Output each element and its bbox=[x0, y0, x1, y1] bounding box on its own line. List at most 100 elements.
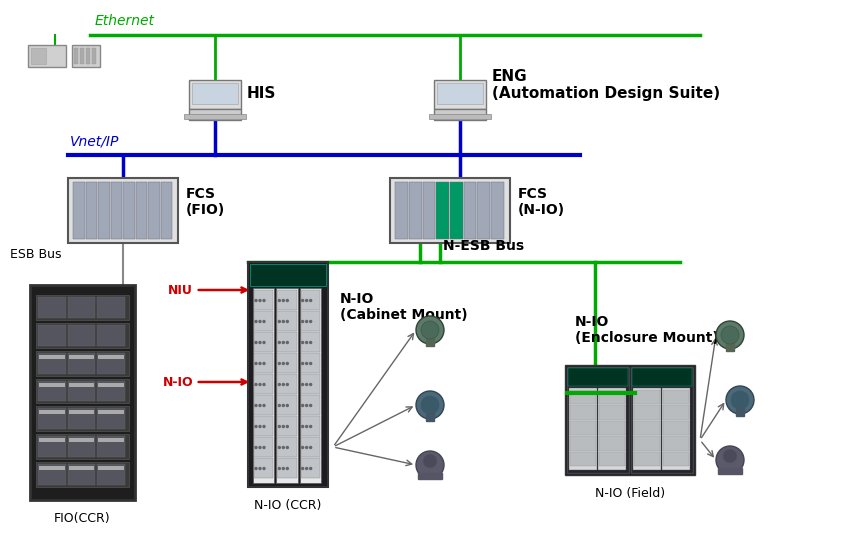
Circle shape bbox=[302, 404, 304, 407]
Bar bbox=[254, 311, 273, 331]
Bar bbox=[301, 290, 320, 310]
Circle shape bbox=[305, 342, 308, 343]
Bar bbox=[67, 297, 95, 318]
Bar bbox=[436, 182, 449, 239]
Bar bbox=[148, 182, 160, 239]
Bar bbox=[278, 395, 297, 415]
Bar bbox=[68, 178, 178, 243]
Circle shape bbox=[416, 451, 444, 479]
Bar bbox=[662, 388, 690, 470]
Circle shape bbox=[255, 446, 257, 449]
Bar bbox=[189, 109, 241, 120]
Bar bbox=[135, 182, 147, 239]
Bar bbox=[567, 367, 629, 473]
Circle shape bbox=[423, 454, 437, 468]
Bar bbox=[301, 332, 320, 352]
Circle shape bbox=[302, 446, 304, 449]
Circle shape bbox=[305, 300, 308, 301]
Bar bbox=[39, 383, 65, 386]
Circle shape bbox=[263, 468, 265, 469]
Circle shape bbox=[716, 321, 744, 349]
Bar bbox=[30, 285, 135, 500]
Bar bbox=[36, 379, 129, 403]
Bar bbox=[36, 323, 129, 348]
Circle shape bbox=[286, 320, 288, 323]
Bar bbox=[36, 462, 129, 487]
Bar bbox=[565, 365, 695, 475]
Bar bbox=[278, 458, 297, 478]
Bar bbox=[301, 437, 320, 457]
Bar bbox=[67, 380, 95, 402]
Circle shape bbox=[259, 404, 261, 407]
Bar bbox=[278, 290, 297, 310]
Bar bbox=[301, 353, 320, 373]
Bar bbox=[92, 48, 96, 64]
Circle shape bbox=[263, 362, 265, 365]
Bar bbox=[254, 332, 273, 352]
Circle shape bbox=[421, 396, 439, 414]
Circle shape bbox=[278, 320, 280, 323]
Bar bbox=[570, 421, 596, 435]
Bar bbox=[426, 338, 434, 346]
Bar bbox=[254, 416, 273, 436]
Bar bbox=[254, 458, 273, 478]
Bar bbox=[69, 410, 94, 414]
Bar bbox=[568, 368, 628, 386]
Bar bbox=[663, 436, 689, 451]
Bar bbox=[72, 45, 100, 67]
Bar bbox=[254, 353, 273, 373]
Bar bbox=[599, 436, 625, 451]
Bar bbox=[80, 48, 84, 64]
Circle shape bbox=[302, 362, 304, 365]
Bar bbox=[254, 374, 273, 394]
Bar bbox=[599, 405, 625, 420]
Circle shape bbox=[716, 446, 744, 474]
Bar bbox=[98, 353, 125, 373]
Circle shape bbox=[305, 404, 308, 407]
Circle shape bbox=[283, 384, 284, 385]
Circle shape bbox=[255, 384, 257, 385]
Bar bbox=[39, 410, 65, 414]
Bar bbox=[301, 374, 320, 394]
Circle shape bbox=[259, 446, 261, 449]
Circle shape bbox=[278, 468, 280, 469]
Text: Ethernet: Ethernet bbox=[95, 14, 155, 28]
Bar bbox=[98, 408, 125, 429]
Bar bbox=[39, 438, 65, 443]
Circle shape bbox=[309, 320, 312, 323]
Bar bbox=[478, 182, 490, 239]
Bar bbox=[39, 466, 65, 470]
Circle shape bbox=[305, 426, 308, 427]
Bar bbox=[718, 468, 742, 474]
Bar bbox=[69, 466, 94, 470]
Bar bbox=[418, 473, 442, 479]
Bar bbox=[570, 390, 596, 404]
Bar bbox=[726, 343, 734, 351]
Bar bbox=[38, 380, 66, 402]
Bar bbox=[67, 437, 95, 457]
Bar bbox=[301, 458, 320, 478]
Bar bbox=[663, 390, 689, 404]
Bar bbox=[301, 416, 320, 436]
Bar bbox=[67, 353, 95, 373]
Bar bbox=[634, 421, 660, 435]
Circle shape bbox=[278, 426, 280, 427]
Circle shape bbox=[302, 300, 304, 301]
Bar bbox=[98, 380, 125, 402]
Circle shape bbox=[255, 362, 257, 365]
Bar bbox=[254, 290, 273, 310]
Bar bbox=[31, 48, 46, 64]
Bar bbox=[570, 436, 596, 451]
Bar bbox=[663, 452, 689, 466]
Bar bbox=[98, 464, 125, 485]
Bar bbox=[409, 182, 421, 239]
Bar bbox=[278, 374, 297, 394]
Bar bbox=[254, 437, 273, 457]
Circle shape bbox=[286, 426, 288, 427]
Circle shape bbox=[302, 342, 304, 343]
Bar bbox=[434, 80, 486, 109]
Circle shape bbox=[305, 468, 308, 469]
Circle shape bbox=[259, 320, 261, 323]
Circle shape bbox=[259, 300, 261, 301]
Bar bbox=[98, 438, 124, 443]
